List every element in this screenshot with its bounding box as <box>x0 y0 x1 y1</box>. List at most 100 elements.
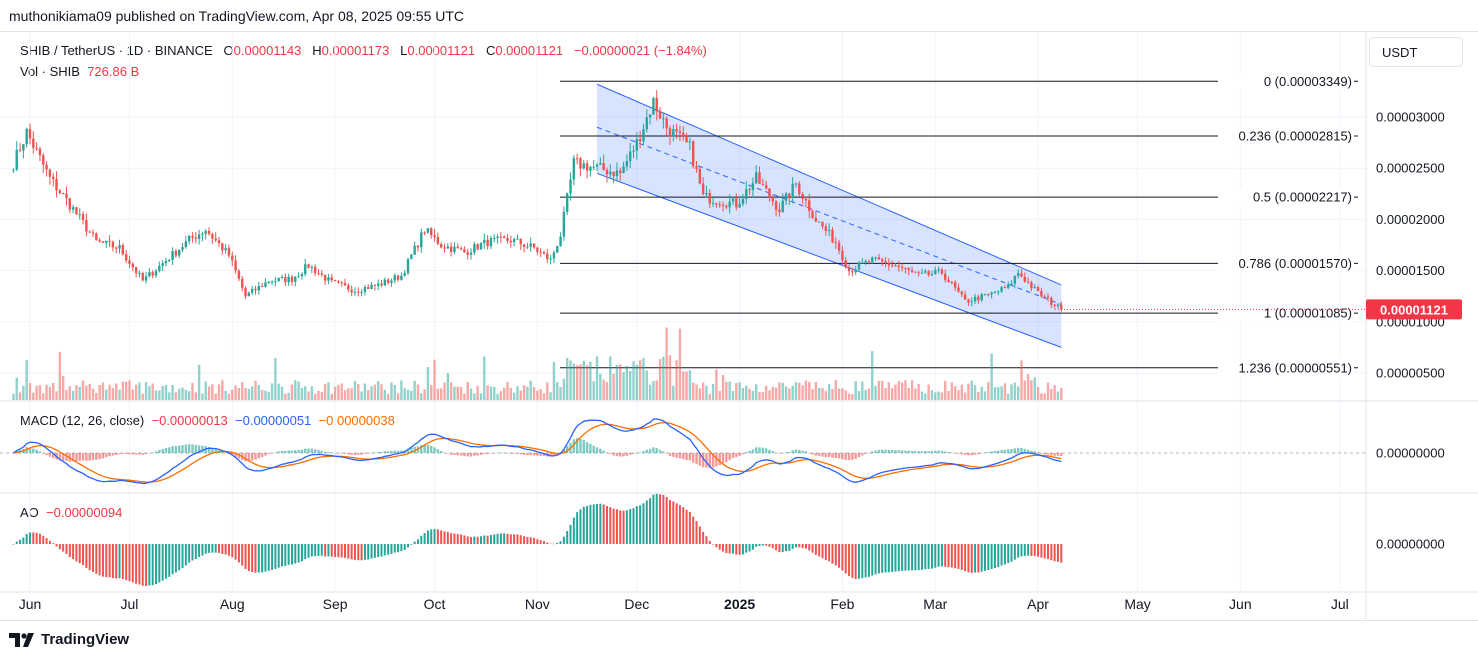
macd-hist-bar <box>930 451 934 453</box>
volume-bar <box>648 384 652 400</box>
ao-bar <box>632 508 635 544</box>
volume-bar <box>987 381 990 400</box>
ao-bar <box>662 495 665 544</box>
candle-body <box>542 251 546 254</box>
ao-bar <box>55 544 58 547</box>
volume-bar <box>101 382 105 400</box>
volume-bar <box>953 386 957 400</box>
macd-hist-bar <box>386 451 390 453</box>
ao-bar <box>728 544 731 554</box>
volume-bar <box>512 392 516 400</box>
candle-body <box>353 291 357 293</box>
candle-body <box>997 291 1000 293</box>
macd-hist-bar <box>111 453 115 456</box>
candle-body <box>413 245 416 255</box>
ao-bar <box>924 544 927 570</box>
macd-hist-bar <box>211 448 214 453</box>
ao-bar <box>393 544 396 553</box>
macd-hist-bar <box>270 453 274 454</box>
volume-bar <box>963 392 967 400</box>
volume-label[interactable]: Vol · SHIB <box>20 64 80 79</box>
ao-bar <box>546 542 549 544</box>
volume-bar <box>907 387 910 400</box>
candle-body <box>466 252 469 255</box>
macd-hist-bar <box>294 450 297 453</box>
ao-bar <box>765 544 768 546</box>
volume-bar <box>111 388 115 400</box>
volume-bar <box>851 393 854 400</box>
ao-bar <box>1047 544 1050 559</box>
candle-body <box>1000 287 1003 292</box>
macd-hist-bar <box>154 451 158 453</box>
macd-hist-bar <box>247 453 251 462</box>
macd-hist-bar <box>1007 449 1010 453</box>
ao-bar <box>52 543 55 544</box>
volume-bar <box>204 381 207 400</box>
ao-bar <box>22 537 25 544</box>
macd-hist-bar <box>151 452 154 453</box>
channel-mid <box>596 126 1062 305</box>
macd-hist-bar <box>473 453 476 456</box>
macd-hist-bar <box>602 450 605 453</box>
candle-body <box>304 264 307 275</box>
ao-bar <box>373 544 376 558</box>
volume-bar <box>595 356 599 400</box>
symbol-label[interactable]: SHIB / TetherUS · 1D · BINANCE <box>20 43 213 58</box>
macd-hist-bar <box>264 453 267 456</box>
ao-bar <box>463 535 466 544</box>
ao-bar <box>58 544 61 550</box>
volume-bar <box>930 390 934 400</box>
ao-bar <box>380 544 383 557</box>
candle-body <box>111 241 115 248</box>
candle-body <box>333 280 337 282</box>
ao-bar <box>115 544 118 579</box>
candle-body <box>469 252 473 255</box>
candle-body <box>585 163 589 171</box>
candle-body <box>393 275 396 281</box>
candle-body <box>701 183 705 195</box>
candle-body <box>493 238 496 240</box>
macd-hist-bar <box>1053 453 1056 456</box>
macd-hist-bar <box>642 451 645 453</box>
macd-hist-bar <box>1033 451 1036 453</box>
candle-body <box>851 271 854 273</box>
volume-bar <box>701 382 705 400</box>
volume-bar <box>884 388 887 400</box>
candle-body <box>280 276 284 278</box>
volume-bar <box>310 386 314 400</box>
price-legend: SHIB / TetherUS · 1D · BINANCE O0.000011… <box>20 43 707 58</box>
macd-hist-bar <box>950 452 954 453</box>
volume-bar <box>476 385 479 400</box>
currency-scale-button[interactable]: USDT <box>1369 37 1463 67</box>
volume-bar <box>148 386 151 400</box>
volume-bar <box>824 390 828 400</box>
channel-lower <box>596 172 1062 348</box>
macd-hist-bar <box>85 453 88 461</box>
ao-bar <box>344 544 347 558</box>
macd-hist-bar <box>187 444 191 453</box>
ao-bar <box>135 544 138 584</box>
candle-body <box>645 117 648 130</box>
ao-bar <box>897 544 900 572</box>
ao-bar <box>821 544 824 559</box>
candle-body <box>12 169 15 171</box>
macd-label[interactable]: MACD (12, 26, close) <box>20 413 145 428</box>
candle-body <box>844 260 847 268</box>
volume-bar <box>406 389 410 400</box>
ao-bar <box>612 508 615 544</box>
candle-body <box>446 246 450 249</box>
volume-bar <box>847 393 851 400</box>
volume-bar <box>350 388 353 400</box>
ao-label[interactable]: AO <box>20 505 39 520</box>
macd-hist-bar <box>658 449 662 453</box>
volume-bar <box>1040 393 1043 400</box>
macd-hist-bar <box>496 452 499 454</box>
ao-bar <box>158 544 161 583</box>
macd-hist-bar <box>174 445 178 453</box>
ao-bar <box>221 544 224 555</box>
candle-body <box>184 241 188 248</box>
macd-hist-bar <box>489 453 493 454</box>
macd-hist-bar <box>28 447 32 453</box>
candle-body <box>71 207 75 210</box>
